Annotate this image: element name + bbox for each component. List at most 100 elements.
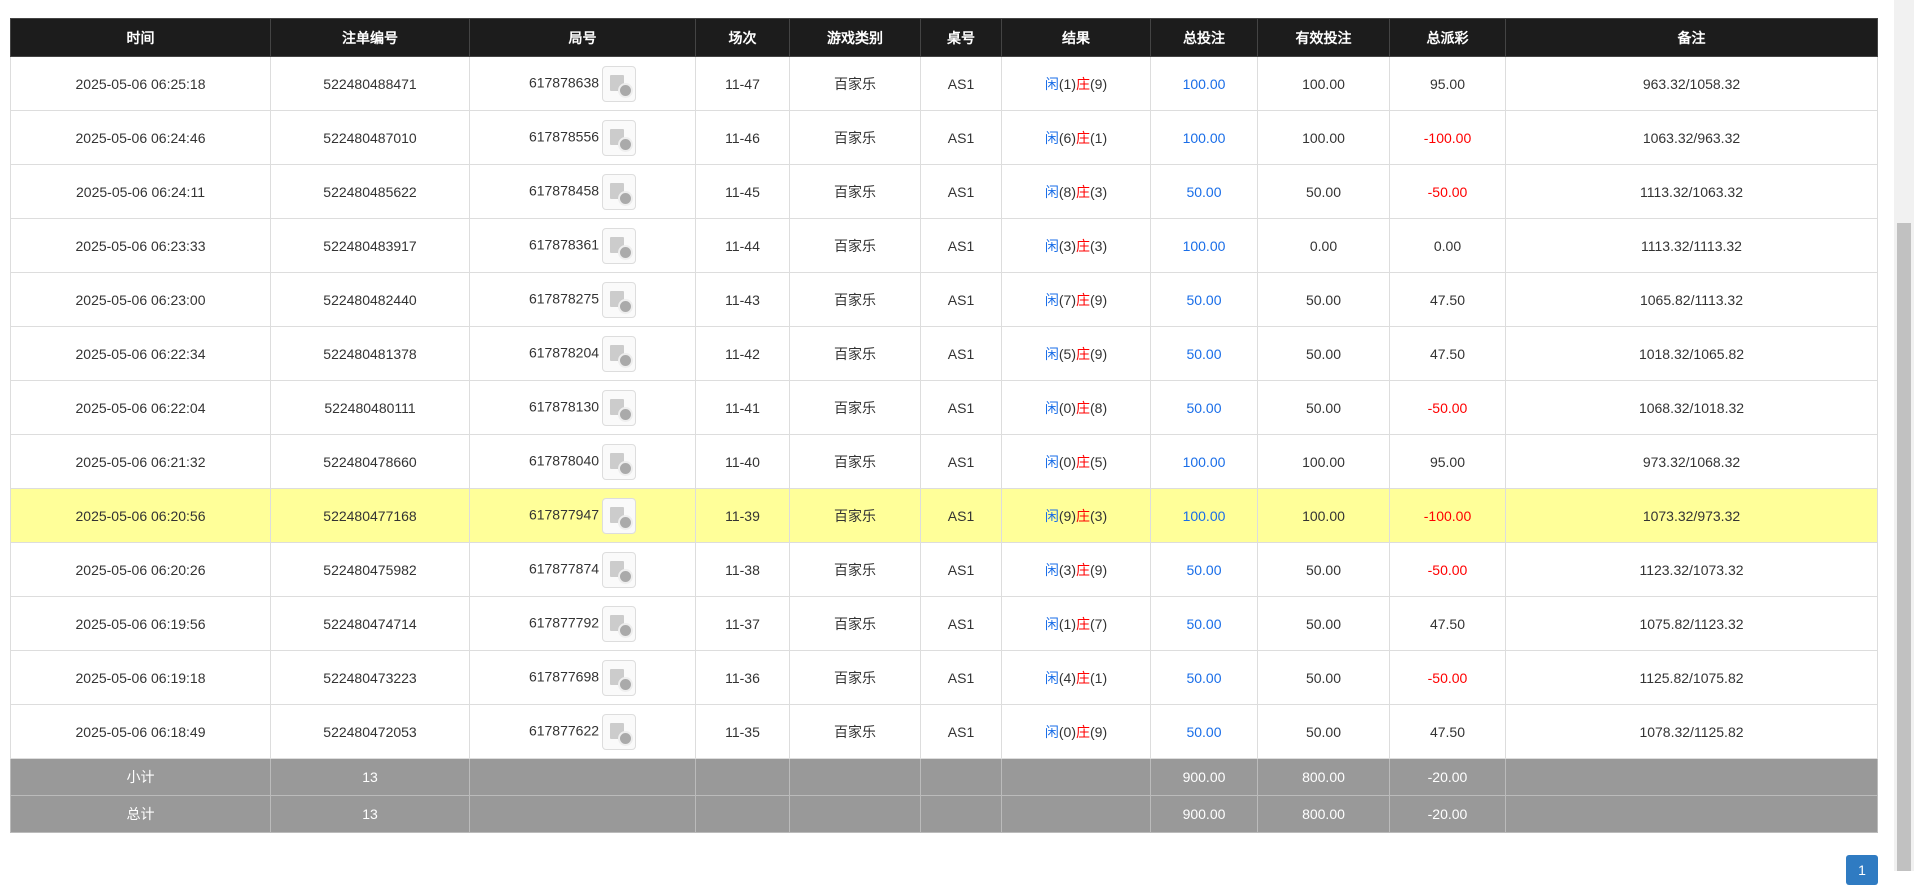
cell: 2025-05-06 06:24:11: [10, 164, 271, 219]
footer-empty: [1001, 758, 1151, 796]
cell: 95.00: [1389, 434, 1506, 489]
bet-row: 2025-05-06 06:19:18 522480473223 617877698…: [10, 650, 1878, 705]
cell: 1075.82/1123.32: [1505, 596, 1878, 651]
cell: 95.00: [1389, 56, 1506, 111]
cell: 963.32/1058.32: [1505, 56, 1878, 111]
column-header: 场次: [695, 18, 790, 57]
cell: 50.00: [1257, 272, 1390, 327]
cell: 522480482440: [270, 272, 470, 327]
cell: 100.00: [1150, 434, 1258, 489]
video-icon[interactable]: [602, 443, 637, 480]
cell: 50.00: [1150, 596, 1258, 651]
cell: 11-39: [695, 488, 790, 543]
bet-row: 2025-05-06 06:18:49 522480472053 617877622…: [10, 704, 1878, 759]
round-id: 617878040: [528, 452, 600, 469]
score: (8): [1090, 399, 1108, 416]
video-icon[interactable]: [602, 335, 637, 372]
table-wrap: 时间 注单编号 局号 场次 游戏类别 桌号 结果 总投注 有效投注 总派彩 备注 2025-05-0…: [10, 18, 1878, 833]
side: 闲: [1044, 237, 1059, 254]
round-cell: 617878638: [469, 56, 696, 111]
cell: 11-44: [695, 218, 790, 273]
footer-row: 小计 13 900.00 800.00 -20.00: [10, 758, 1878, 796]
video-icon[interactable]: [602, 119, 637, 156]
side: 庄: [1076, 399, 1090, 416]
side: 闲: [1044, 399, 1059, 416]
side: 庄: [1076, 237, 1090, 254]
video-icon[interactable]: [602, 389, 637, 426]
video-icon[interactable]: [602, 65, 637, 102]
cell: 50.00: [1257, 704, 1390, 759]
video-icon[interactable]: [602, 497, 637, 534]
video-icon[interactable]: [602, 605, 637, 642]
score: (7): [1090, 615, 1108, 632]
round-id: 617878638: [528, 74, 600, 91]
cell: 2025-05-06 06:24:46: [10, 110, 271, 165]
cell: 47.50: [1389, 326, 1506, 381]
cell: AS1: [920, 650, 1002, 705]
bet-row: 2025-05-06 06:23:33 522480483917 617878361…: [10, 218, 1878, 273]
cell: 522480474714: [270, 596, 470, 651]
cell: 0.00: [1257, 218, 1390, 273]
cell: -50.00: [1389, 650, 1506, 705]
cell: 1068.32/1018.32: [1505, 380, 1878, 435]
footer-cell: 13: [270, 795, 470, 833]
side: 庄: [1076, 291, 1090, 308]
result-cell: 闲(0)庄(9): [1001, 704, 1151, 759]
video-icon[interactable]: [602, 281, 637, 318]
cell: 100.00: [1257, 488, 1390, 543]
round-id: 617877698: [528, 668, 600, 685]
cell: 百家乐: [789, 218, 921, 273]
cell: 百家乐: [789, 272, 921, 327]
cell: 11-45: [695, 164, 790, 219]
cell: 50.00: [1150, 380, 1258, 435]
round-cell: 617878040: [469, 434, 696, 489]
round-id: 617878361: [528, 236, 600, 253]
cell: -100.00: [1389, 488, 1506, 543]
cell: 2025-05-06 06:19:56: [10, 596, 271, 651]
video-icon[interactable]: [602, 227, 637, 264]
cell: 100.00: [1150, 56, 1258, 111]
scrollbar[interactable]: [1894, 0, 1914, 871]
video-icon[interactable]: [602, 551, 637, 588]
result-cell: 闲(9)庄(3): [1001, 488, 1151, 543]
video-icon[interactable]: [602, 713, 637, 750]
cell: 百家乐: [789, 596, 921, 651]
side: 闲: [1044, 75, 1059, 92]
side: 庄: [1076, 183, 1090, 200]
cell: 11-46: [695, 110, 790, 165]
round-cell: 617877792: [469, 596, 696, 651]
video-icon[interactable]: [602, 659, 637, 696]
cell: 百家乐: [789, 650, 921, 705]
cell: 522480488471: [270, 56, 470, 111]
cell: 11-47: [695, 56, 790, 111]
bet-row: 2025-05-06 06:24:11 522480485622 617878458…: [10, 164, 1878, 219]
score: (7): [1058, 291, 1076, 308]
result-cell: 闲(6)庄(1): [1001, 110, 1151, 165]
score: (0): [1058, 453, 1076, 470]
cell: 47.50: [1389, 272, 1506, 327]
cell: 1123.32/1073.32: [1505, 542, 1878, 597]
score: (3): [1058, 561, 1076, 578]
side: 闲: [1044, 453, 1059, 470]
cell: -100.00: [1389, 110, 1506, 165]
footer-empty: [1001, 795, 1151, 833]
score: (1): [1058, 75, 1076, 92]
cell: 2025-05-06 06:18:49: [10, 704, 271, 759]
result-cell: 闲(1)庄(9): [1001, 56, 1151, 111]
cell: 1078.32/1125.82: [1505, 704, 1878, 759]
cell: AS1: [920, 218, 1002, 273]
bet-row: 2025-05-06 06:20:56 522480477168 617877947…: [10, 488, 1878, 543]
side: 庄: [1076, 453, 1090, 470]
page-button[interactable]: 1: [1846, 855, 1878, 885]
cell: 50.00: [1257, 596, 1390, 651]
cell: 11-37: [695, 596, 790, 651]
result-cell: 闲(0)庄(5): [1001, 434, 1151, 489]
side: 庄: [1076, 723, 1090, 740]
score: (8): [1058, 183, 1076, 200]
cell: 1113.32/1063.32: [1505, 164, 1878, 219]
score: (3): [1090, 507, 1108, 524]
scroll-thumb[interactable]: [1897, 223, 1911, 871]
video-icon[interactable]: [602, 173, 637, 210]
